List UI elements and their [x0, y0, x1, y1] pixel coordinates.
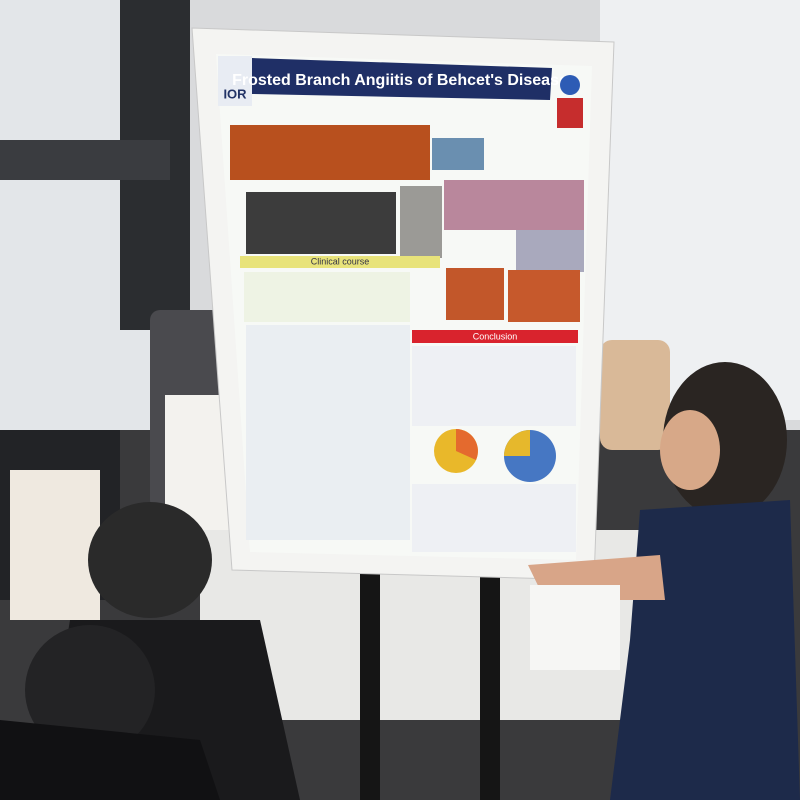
angiography — [246, 192, 396, 254]
timeline — [244, 272, 410, 322]
stand-leg — [360, 570, 380, 800]
text-block — [246, 325, 410, 540]
poster-title: Frosted Branch Angiitis of Behcet's Dise… — [232, 72, 568, 89]
logo-text: IOR — [223, 86, 247, 101]
text-block — [412, 346, 576, 426]
tote-bag — [10, 470, 100, 620]
logo-box — [218, 56, 252, 106]
section-title: Conclusion — [473, 331, 518, 341]
emblem — [560, 75, 580, 95]
head — [25, 625, 155, 755]
paper — [530, 585, 620, 670]
dress — [610, 500, 800, 800]
histology — [444, 180, 584, 230]
image — [432, 138, 484, 170]
fundus-photos — [230, 125, 430, 180]
emblem-shield — [557, 98, 583, 128]
pie-slice — [504, 430, 530, 456]
section-band — [240, 256, 440, 268]
table-block — [412, 484, 576, 552]
fundus-photo — [446, 268, 504, 320]
image — [516, 230, 584, 272]
stand-leg — [480, 570, 500, 800]
person — [0, 720, 220, 800]
pie-slice — [456, 429, 478, 460]
image — [400, 186, 442, 258]
face — [660, 410, 720, 490]
fundus-photo — [508, 270, 580, 322]
bag — [600, 340, 670, 450]
section-band — [412, 330, 578, 343]
title-band — [252, 58, 552, 100]
section-title: Clinical course — [311, 256, 370, 266]
window-frame-bar — [0, 140, 170, 180]
head — [88, 502, 212, 618]
